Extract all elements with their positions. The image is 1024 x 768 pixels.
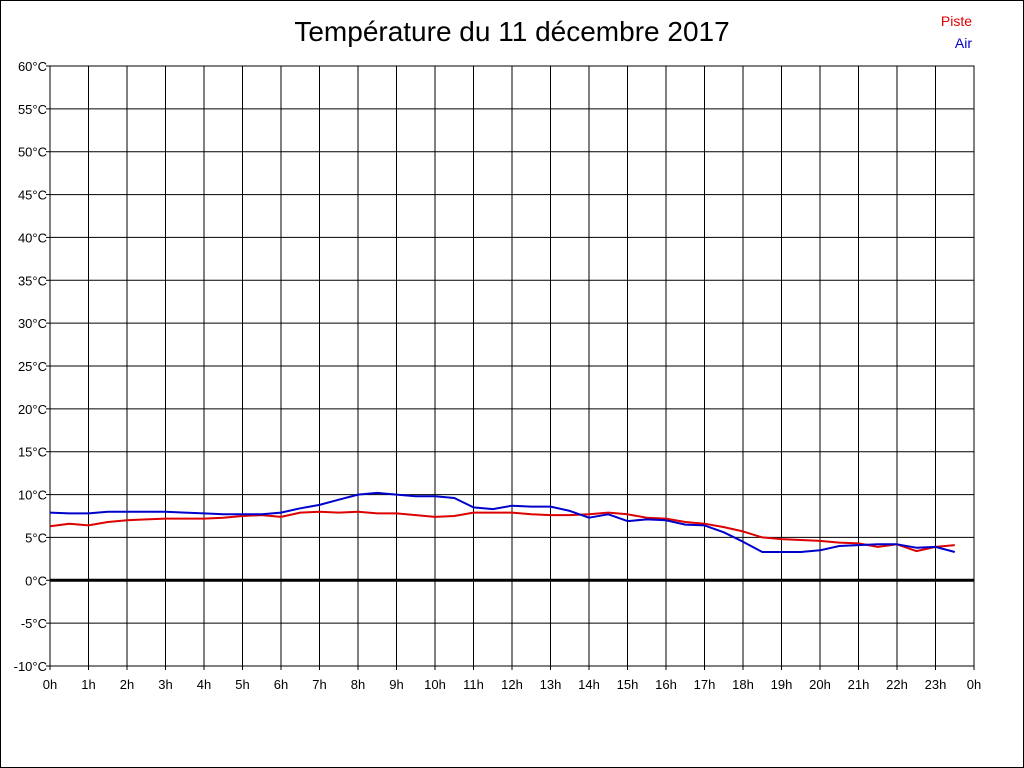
x-tick-label: 16h: [655, 677, 677, 692]
x-tick-label: 15h: [617, 677, 639, 692]
series-line-piste: [49, 510, 955, 553]
x-tick-label: 2h: [120, 677, 134, 692]
y-tick-label: 10°C: [18, 488, 47, 503]
y-tick-label: 45°C: [18, 188, 47, 203]
x-tick-label: 17h: [694, 677, 716, 692]
y-tick-label: 15°C: [18, 445, 47, 460]
y-tick-label: -5°C: [21, 616, 47, 631]
x-tick-label: 7h: [312, 677, 326, 692]
x-tick-label: 5h: [235, 677, 249, 692]
chart-title: Température du 11 décembre 2017: [294, 16, 730, 47]
x-tick-label: 11h: [463, 677, 484, 692]
x-tick-label: 20h: [809, 677, 831, 692]
x-tick-label: 9h: [389, 677, 403, 692]
y-tick-label: 5°C: [25, 530, 47, 545]
x-tick-label: 1h: [81, 677, 95, 692]
x-tick-label: 6h: [274, 677, 288, 692]
x-tick-label: 0h: [43, 677, 57, 692]
x-tick-label: 12h: [501, 677, 523, 692]
y-tick-label: -10°C: [14, 659, 47, 674]
legend-entry-air: Air: [954, 35, 972, 51]
y-tick-label: 20°C: [18, 402, 47, 417]
y-tick-label: 35°C: [18, 273, 47, 288]
y-tick-label: 55°C: [18, 102, 47, 117]
x-tick-label: 22h: [886, 677, 908, 692]
x-tick-label: 21h: [848, 677, 870, 692]
x-tick-label: 10h: [424, 677, 446, 692]
y-tick-label: 0°C: [25, 573, 47, 588]
x-tick-label: 8h: [351, 677, 365, 692]
y-tick-label: 25°C: [18, 359, 47, 374]
x-tick-label: 14h: [578, 677, 600, 692]
x-tick-label: 23h: [925, 677, 947, 692]
y-tick-label: 50°C: [18, 145, 47, 160]
x-tick-label: 13h: [540, 677, 562, 692]
y-tick-label: 60°C: [18, 59, 47, 74]
x-tick-label: 18h: [732, 677, 754, 692]
series-line-air: [49, 491, 956, 553]
x-tick-label: 3h: [158, 677, 172, 692]
x-tick-label: 4h: [197, 677, 211, 692]
legend-entry-piste: Piste: [940, 13, 972, 29]
x-tick-label: 0h: [967, 677, 981, 692]
y-tick-label: 40°C: [18, 230, 47, 245]
y-tick-label: 30°C: [18, 316, 47, 331]
x-tick-label: 19h: [771, 677, 793, 692]
